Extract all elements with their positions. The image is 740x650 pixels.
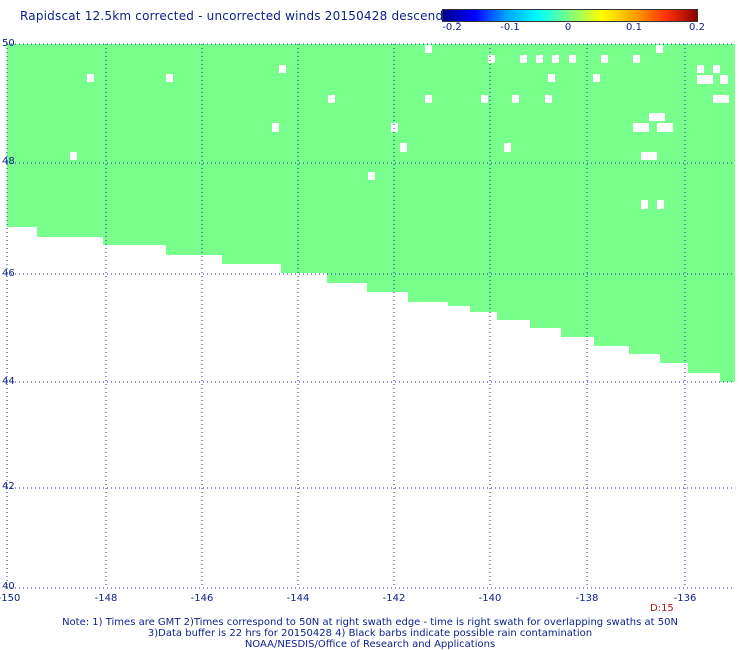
lon-label-142w: -142	[382, 593, 406, 604]
lon-label-144w: -144	[286, 593, 310, 604]
lon-label-150w: -150	[0, 593, 21, 604]
missing-data-cells	[70, 45, 729, 209]
lat-label-42: 42	[2, 481, 15, 492]
map-graticule	[6, 43, 735, 589]
lon-label-136w: -136	[673, 593, 697, 604]
footnote-line-1: Note: 1) Times are GMT 2)Times correspon…	[62, 617, 678, 628]
wind-swath-area	[7, 44, 735, 382]
lon-label-146w: -146	[190, 593, 214, 604]
lon-label-140w: -140	[478, 593, 502, 604]
colorbar-label-max: 0.2	[689, 22, 705, 33]
colorbar-label-neg: -0.1	[500, 22, 520, 33]
lat-label-48: 48	[2, 156, 15, 167]
lat-label-44: 44	[2, 376, 15, 387]
footnote-line-3: NOAA/NESDIS/Office of Research and Appli…	[244, 639, 496, 650]
colorbar-label-min: -0.2	[442, 22, 462, 33]
footnote-line-2: 3)Data buffer is 22 hrs for 20150428 4) …	[147, 628, 593, 639]
lon-label-138w: -138	[575, 593, 599, 604]
map-title: Rapidscat 12.5km corrected - uncorrected…	[20, 9, 463, 23]
swath-time-label: D:15	[650, 603, 674, 614]
lat-label-40: 40	[2, 581, 15, 592]
lat-label-50: 50	[2, 38, 15, 49]
colorbar-label-zero: 0	[564, 22, 572, 33]
colorbar-label-pos: 0.1	[626, 22, 642, 33]
lat-label-46: 46	[2, 268, 15, 279]
colorbar	[442, 9, 698, 22]
lon-label-148w: -148	[94, 593, 118, 604]
